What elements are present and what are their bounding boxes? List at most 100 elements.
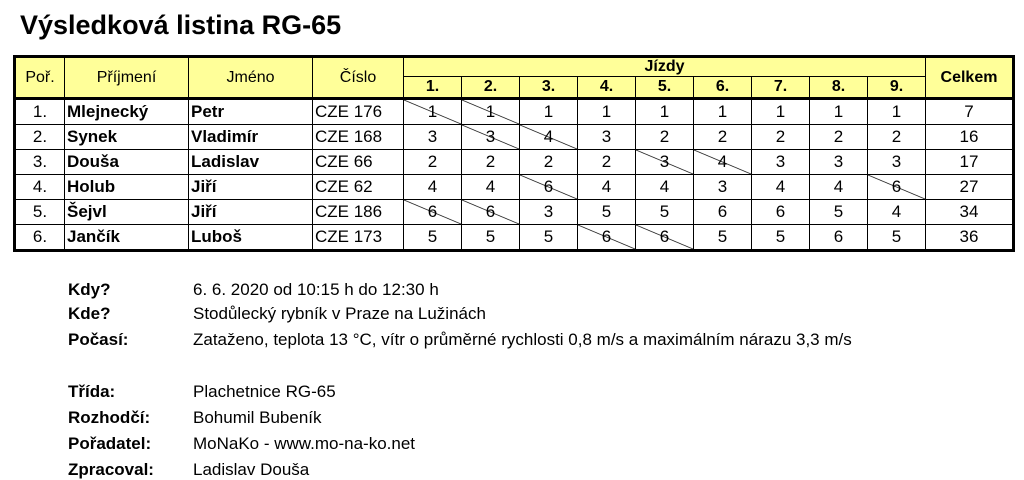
surname-cell: Douša — [64, 149, 189, 175]
race-cell: 5 — [867, 224, 926, 251]
race-cell-discarded: 6 — [403, 199, 462, 225]
info-label: Kde? — [68, 304, 111, 323]
race-cell-discarded: 6 — [635, 224, 694, 251]
race-cell: 6 — [809, 224, 868, 251]
table-row: 2. Synek Vladimír CZE 168 3 3 4 3 2 2 2 2 2 16 — [14, 124, 1014, 150]
number-cell: CZE 168 — [312, 124, 404, 150]
surname-cell: Jančík — [64, 224, 189, 251]
race-cell-discarded: 6 — [867, 174, 926, 200]
info-label: Pořadatel: — [68, 434, 152, 453]
race-cell: 2 — [867, 124, 926, 150]
header-rank: Poř. — [14, 56, 65, 99]
table-row: 1. Mlejnecký Petr CZE 176 1 1 1 1 1 1 1 1 1 7 — [14, 98, 1014, 125]
race-cell-discarded: 4 — [693, 149, 752, 175]
race-cell: 2 — [809, 124, 868, 150]
number-cell: CZE 173 — [312, 224, 404, 251]
rank-cell: 6. — [14, 224, 65, 251]
race-cell: 5 — [577, 199, 636, 225]
header-number: Číslo — [312, 56, 404, 99]
race-cell: 3 — [809, 149, 868, 175]
rank-cell: 2. — [14, 124, 65, 150]
number-cell: CZE 66 — [312, 149, 404, 175]
table-row: 4. Holub Jiří CZE 62 4 4 6 4 4 3 4 4 6 27 — [14, 174, 1014, 200]
race-cell-discarded: 1 — [461, 98, 520, 125]
race-cell: 5 — [635, 199, 694, 225]
name-cell: Luboš — [188, 224, 313, 251]
race-cell: 5 — [693, 224, 752, 251]
race-cell: 4 — [577, 174, 636, 200]
info-value: Bohumil Bubeník — [193, 408, 322, 427]
race-cell-discarded: 4 — [519, 124, 578, 150]
number-cell: CZE 176 — [312, 98, 404, 125]
race-cell: 2 — [751, 124, 810, 150]
info-value: Stodůlecký rybník v Praze na Lužinách — [193, 304, 486, 323]
race-cell: 6 — [751, 199, 810, 225]
table-row: 6. Jančík Luboš CZE 173 5 5 5 6 6 5 5 6 5 36 — [14, 224, 1014, 251]
info-line: Pořadatel: MoNaKo - www.mo-na-ko.net — [68, 434, 415, 454]
race-cell: 2 — [577, 149, 636, 175]
race-cell: 3 — [693, 174, 752, 200]
rank-cell: 3. — [14, 149, 65, 175]
info-line: Kde? Stodůlecký rybník v Praze na Lužinác… — [68, 304, 486, 324]
header-surname: Příjmení — [64, 56, 189, 99]
header-race-4: 4. — [577, 76, 636, 99]
surname-cell: Holub — [64, 174, 189, 200]
rank-cell: 5. — [14, 199, 65, 225]
number-cell: CZE 186 — [312, 199, 404, 225]
race-cell: 2 — [635, 124, 694, 150]
race-cell: 2 — [693, 124, 752, 150]
race-cell-discarded: 1 — [403, 98, 462, 125]
race-cell: 1 — [867, 98, 926, 125]
race-cell: 1 — [519, 98, 578, 125]
race-cell: 4 — [809, 174, 868, 200]
race-cell: 1 — [635, 98, 694, 125]
race-cell: 4 — [635, 174, 694, 200]
header-race-8: 8. — [809, 76, 868, 99]
surname-cell: Šejvl — [64, 199, 189, 225]
race-cell: 3 — [867, 149, 926, 175]
race-cell: 5 — [809, 199, 868, 225]
header-race-6: 6. — [693, 76, 752, 99]
number-cell: CZE 62 — [312, 174, 404, 200]
race-cell: 4 — [751, 174, 810, 200]
results-table: Poř. Příjmení Jméno Číslo Jízdy Celkem 1… — [13, 55, 1015, 252]
race-cell: 5 — [403, 224, 462, 251]
race-cell: 4 — [403, 174, 462, 200]
total-cell: 7 — [925, 98, 1014, 125]
name-cell: Jiří — [188, 199, 313, 225]
race-cell-discarded: 6 — [577, 224, 636, 251]
race-cell: 1 — [809, 98, 868, 125]
info-line: Zpracoval: Ladislav Douša — [68, 460, 309, 480]
race-cell: 5 — [519, 224, 578, 251]
race-cell-discarded: 6 — [519, 174, 578, 200]
surname-cell: Mlejnecký — [64, 98, 189, 125]
rank-cell: 4. — [14, 174, 65, 200]
info-label: Zpracoval: — [68, 460, 154, 479]
header-race-9: 9. — [867, 76, 926, 99]
header-race-3: 3. — [519, 76, 578, 99]
info-line: Rozhodčí: Bohumil Bubeník — [68, 408, 322, 428]
name-cell: Vladimír — [188, 124, 313, 150]
info-value: Plachetnice RG-65 — [193, 382, 336, 401]
header-race-2: 2. — [461, 76, 520, 99]
header-race-5: 5. — [635, 76, 694, 99]
race-cell: 1 — [693, 98, 752, 125]
total-cell: 16 — [925, 124, 1014, 150]
race-cell: 4 — [461, 174, 520, 200]
info-label: Rozhodčí: — [68, 408, 151, 427]
info-label: Počasí: — [68, 330, 129, 349]
race-cell: 5 — [751, 224, 810, 251]
total-cell: 36 — [925, 224, 1014, 251]
race-cell-discarded: 6 — [461, 199, 520, 225]
race-cell-discarded: 3 — [461, 124, 520, 150]
info-line: Třída: Plachetnice RG-65 — [68, 382, 336, 402]
rank-cell: 1. — [14, 98, 65, 125]
name-cell: Jiří — [188, 174, 313, 200]
race-cell: 2 — [461, 149, 520, 175]
info-value: Ladislav Douša — [193, 460, 310, 479]
info-label: Kdy? — [68, 280, 111, 299]
info-value: 6. 6. 2020 od 10:15 h do 12:30 h — [193, 280, 439, 299]
info-line: Počasí: Zataženo, teplota 13 °C, vítr o p… — [68, 330, 852, 350]
header-races: Jízdy — [403, 56, 926, 77]
race-cell: 6 — [693, 199, 752, 225]
